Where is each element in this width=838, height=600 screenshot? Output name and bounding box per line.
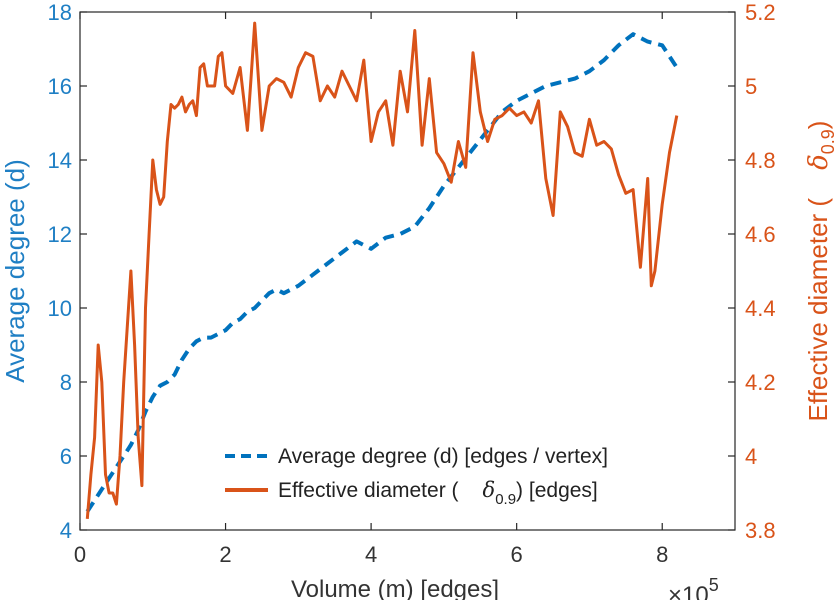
y-axis-right-label: Effective diameter ( δ0.9) <box>803 121 838 422</box>
series-lines <box>85 21 679 520</box>
legend-label-symbol: δ <box>483 478 496 502</box>
x-tick-label: 2 <box>219 542 231 567</box>
y-axis-right-label-suffix: ) <box>803 121 833 130</box>
right-tick-label: 5 <box>745 74 757 99</box>
left-tick-label: 14 <box>48 148 72 173</box>
right-tick-label: 4 <box>745 444 757 469</box>
y-axis-left-label: Average degree (d) <box>0 159 30 383</box>
y-axis-right-label-symbol: δ <box>804 154 834 170</box>
right-tick-label: 3.8 <box>745 518 776 543</box>
x-axis-multiplier: ×105 <box>668 575 719 600</box>
x-tick-label: 6 <box>511 542 523 567</box>
x-axis-ticks: 0 2 4 6 8 <box>74 12 668 567</box>
legend-label-effective-diameter: Effective diameter ( δ0.9) [edges] <box>278 478 598 508</box>
left-tick-label: 12 <box>48 222 72 247</box>
x-axis-multiplier-base: ×10 <box>668 582 709 600</box>
series-line-effective-diameter <box>85 21 679 520</box>
legend-label-average-degree: Average degree (d) [edges / vertex] <box>278 445 608 468</box>
left-tick-label: 4 <box>60 518 72 543</box>
right-tick-label: 4.6 <box>745 222 776 247</box>
x-axis-multiplier-exponent: 5 <box>709 575 719 595</box>
left-tick-label: 16 <box>48 74 72 99</box>
right-tick-label: 5.2 <box>745 0 776 25</box>
left-tick-label: 10 <box>48 296 72 321</box>
left-axis-ticks: 4 6 8 10 12 14 16 18 <box>48 0 87 543</box>
right-axis-ticks: 3.8 4 4.2 4.4 4.6 4.8 5 5.2 <box>728 0 776 543</box>
legend-label-suffix: ) [edges] <box>516 479 598 502</box>
x-tick-label: 0 <box>74 542 86 567</box>
y-axis-right-label-subscript: 0.9 <box>818 129 838 154</box>
left-tick-label: 18 <box>48 0 72 25</box>
x-axis-label: Volume (m) [edges] <box>291 576 499 600</box>
right-tick-label: 4.2 <box>745 370 776 395</box>
left-tick-label: 8 <box>60 370 72 395</box>
legend: Average degree (d) [edges / vertex] Effe… <box>225 445 608 508</box>
legend-label-subscript: 0.9 <box>495 491 516 508</box>
legend-label-prefix: Effective diameter ( <box>278 479 459 502</box>
y-axis-right-label-prefix: Effective diameter ( <box>803 198 833 422</box>
left-tick-label: 6 <box>60 444 72 469</box>
x-tick-label: 8 <box>656 542 668 567</box>
x-tick-label: 4 <box>365 542 377 567</box>
right-tick-label: 4.4 <box>745 296 776 321</box>
right-tick-label: 4.8 <box>745 148 776 173</box>
